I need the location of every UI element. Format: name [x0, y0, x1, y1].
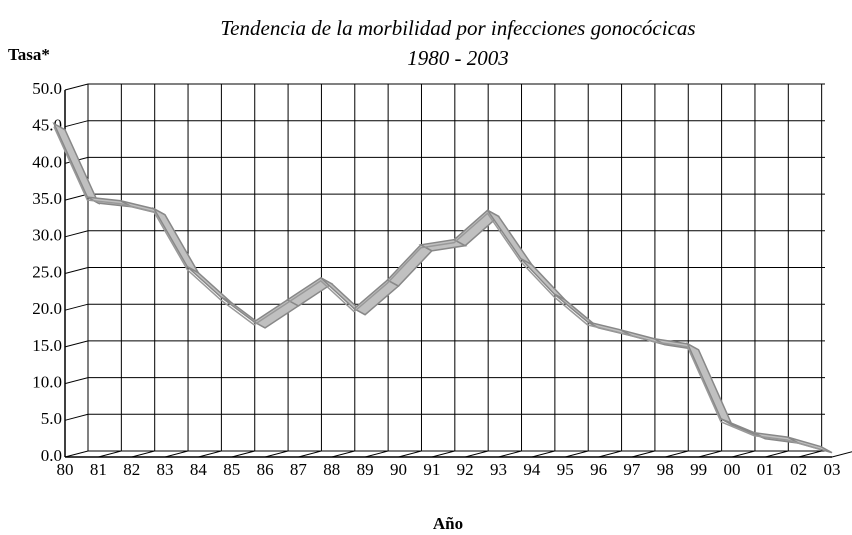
x-tick-label: 92 [457, 460, 474, 479]
grid-line [64, 120, 825, 128]
y-tick-label: 50.0 [32, 79, 62, 98]
x-tick-label: 90 [390, 460, 407, 479]
grid-line [64, 303, 825, 311]
ribbon-face [352, 279, 400, 316]
grid-line [565, 84, 589, 458]
grid-line [431, 84, 456, 458]
x-tick-label: 97 [623, 460, 641, 479]
grid-line [298, 84, 322, 458]
y-tick-label: 5.0 [41, 409, 62, 428]
grid-line [765, 84, 789, 458]
x-tick-label: 00 [723, 460, 740, 479]
grid-line [64, 340, 825, 348]
x-tick-label: 91 [423, 460, 440, 479]
x-tick-label: 83 [157, 460, 174, 479]
y-tick-label: 45.0 [32, 116, 62, 135]
x-tick-label: 84 [190, 460, 208, 479]
x-tick-label: 82 [123, 460, 140, 479]
grid-line [398, 84, 422, 458]
line [53, 126, 822, 451]
x-tick-label: 02 [790, 460, 807, 479]
ribbon-face [152, 206, 201, 275]
ribbon-face [686, 342, 734, 427]
x-tick-label: 03 [824, 460, 841, 479]
ribbon-face [186, 266, 233, 304]
x-tick-label: 87 [290, 460, 308, 479]
y-tick-label: 30.0 [32, 226, 62, 245]
y-tick-label: 25.0 [32, 262, 62, 281]
grid-line [365, 84, 389, 458]
x-axis-label: Año [433, 514, 463, 533]
grid-line [631, 84, 656, 458]
grid-line [498, 84, 523, 458]
y-tick-label: 0.0 [41, 446, 62, 465]
x-tick-label: 94 [523, 460, 541, 479]
grid-line [64, 413, 825, 421]
y-tick-label: 15.0 [32, 336, 62, 355]
x-tick-label: 96 [590, 460, 607, 479]
grid-line [731, 84, 756, 458]
grid-line [131, 84, 156, 458]
grid-line [64, 156, 825, 164]
chart-subtitle: 1980 - 2003 [407, 46, 509, 70]
grid-line [598, 84, 623, 458]
ribbon-face [787, 436, 833, 454]
grid-line [698, 84, 723, 458]
x-tick-label: 99 [690, 460, 707, 479]
grid-line [198, 84, 222, 458]
grid-line [164, 84, 189, 458]
ribbon-face [520, 258, 566, 301]
y-axis-label: Tasa* [8, 45, 50, 64]
x-tick-label: 98 [657, 460, 674, 479]
grid-line [64, 230, 825, 238]
grid-line [64, 83, 825, 91]
ribbon-face [386, 243, 434, 287]
grid-line [64, 193, 825, 201]
grid-line [98, 84, 122, 458]
grid-line [831, 451, 852, 458]
grid-line [231, 84, 256, 458]
y-tick-label: 40.0 [32, 152, 62, 171]
y-tick-label: 20.0 [32, 299, 62, 318]
x-tick-label: 95 [557, 460, 574, 479]
chart-title: Tendencia de la morbilidad por infeccion… [220, 16, 695, 40]
grid-line [665, 84, 689, 458]
y-tick-label: 35.0 [32, 189, 62, 208]
grid-line [531, 84, 556, 458]
x-tick-label: 81 [90, 460, 107, 479]
x-tick-label: 80 [57, 460, 74, 479]
x-tick-label: 88 [323, 460, 340, 479]
ribbon-face [486, 209, 533, 266]
x-tick-label: 01 [757, 460, 774, 479]
x-tick-label: 93 [490, 460, 507, 479]
grid-line [798, 84, 823, 458]
x-tick-label: 89 [357, 460, 374, 479]
grid-line [64, 267, 825, 274]
grid-line [331, 84, 356, 458]
x-tick-label: 85 [223, 460, 240, 479]
grid-line [465, 84, 489, 458]
grid-line [264, 84, 289, 458]
x-tick-label: 86 [257, 460, 274, 479]
y-tick-label: 10.0 [32, 373, 62, 392]
